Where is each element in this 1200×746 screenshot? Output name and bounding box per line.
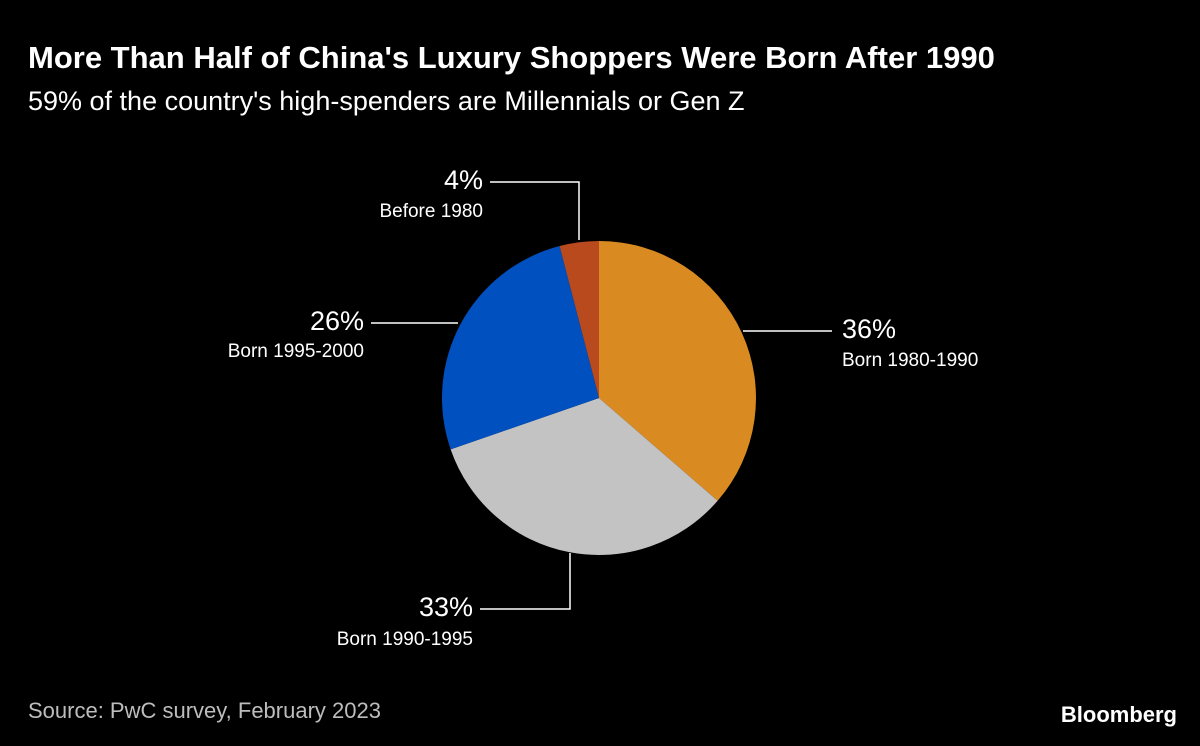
chart-title: More Than Half of China's Luxury Shopper… [28,40,995,75]
leader-line-before-1980 [490,181,580,240]
leader-line-born-1990-1995 [480,553,571,610]
category-label-born-1995-2000: Born 1995-2000 [228,341,364,362]
source-note: Source: PwC survey, February 2023 [28,698,381,723]
value-label-born-1995-2000: 26% [310,306,364,336]
chart-subtitle: 59% of the country's high-spenders are M… [28,86,745,116]
pie-slice-born-1980-1990 [599,241,756,501]
category-label-before-1980: Before 1980 [379,201,483,222]
value-label-before-1980: 4% [444,165,483,195]
value-label-born-1990-1995: 33% [419,592,473,622]
category-label-born-1990-1995: Born 1990-1995 [337,629,473,650]
pie-slice-born-1995-2000 [441,246,599,450]
pie-slice-born-1990-1995 [450,398,718,555]
category-label-born-1980-1990: Born 1980-1990 [842,350,978,371]
pie-slice-before-1980 [559,241,599,398]
value-label-born-1980-1990: 36% [842,314,896,344]
bloomberg-logo: Bloomberg [1060,702,1177,727]
